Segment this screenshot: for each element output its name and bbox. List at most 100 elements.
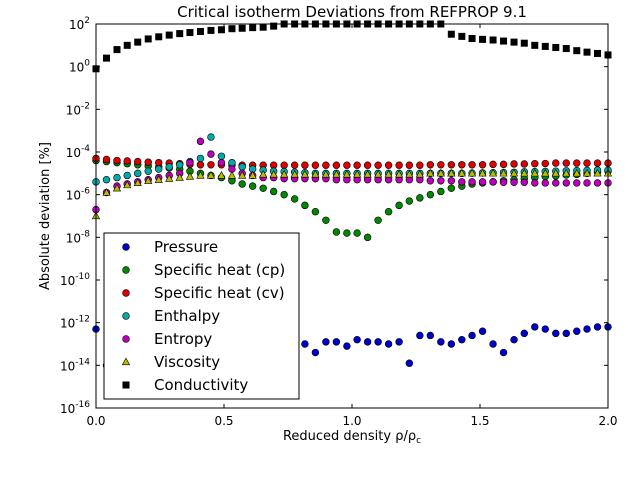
data-point-specific-heat-cv — [102, 155, 111, 164]
data-point-specific-heat-cv — [343, 161, 351, 169]
legend-marker — [121, 357, 131, 366]
x-axis-title-main: Reduced density ρ/ρ — [283, 429, 416, 444]
data-point-pressure — [311, 348, 320, 357]
legend-label: Entropy — [154, 330, 212, 348]
data-point-specific-heat-cp — [416, 194, 424, 202]
data-point-specific-heat-cv — [290, 161, 299, 169]
data-point-entropy — [552, 179, 560, 187]
data-point-specific-heat-cv — [395, 161, 403, 169]
data-point-viscosity — [259, 169, 268, 178]
y-tick-base: 10 — [66, 103, 81, 117]
x-tick-label: 2.0 — [598, 414, 617, 428]
data-point-pressure — [374, 338, 382, 346]
y-tick-exponent: 0 — [84, 59, 90, 69]
data-point-specific-heat-cp — [395, 201, 403, 210]
x-tick-label: 1.0 — [342, 414, 361, 428]
data-point-viscosity — [363, 169, 372, 178]
data-point-conductivity — [228, 25, 236, 33]
data-point-enthalpy — [123, 171, 131, 180]
data-point-specific-heat-cp — [363, 233, 372, 242]
data-point-specific-heat-cv — [311, 161, 320, 169]
y-tick-label: 100 — [69, 59, 90, 75]
data-point-pressure — [447, 340, 456, 348]
data-point-enthalpy — [134, 169, 142, 178]
data-point-conductivity — [238, 24, 246, 32]
data-point-pressure — [332, 338, 341, 346]
data-point-specific-heat-cv — [207, 161, 215, 169]
x-tick-label: 0.5 — [214, 414, 233, 428]
data-point-viscosity — [582, 168, 592, 177]
data-point-pressure — [322, 338, 330, 346]
data-point-specific-heat-cp — [447, 184, 456, 192]
data-point-entropy — [207, 150, 215, 158]
data-point-entropy — [583, 179, 591, 187]
y-tick-exponent: -6 — [81, 187, 90, 197]
data-point-entropy — [186, 158, 194, 167]
data-point-specific-heat-cv — [416, 161, 424, 169]
y-tick-base: 10 — [69, 61, 84, 75]
data-point-conductivity — [196, 27, 204, 35]
data-point-specific-heat-cv — [520, 160, 528, 168]
data-point-specific-heat-cv — [353, 161, 361, 169]
data-point-entropy — [520, 178, 528, 186]
legend-label: Specific heat (cv) — [154, 284, 285, 302]
y-tick-exponent: -12 — [75, 315, 90, 325]
data-point-specific-heat-cv — [384, 161, 393, 169]
data-point-entropy — [447, 177, 456, 185]
data-point-specific-heat-cv — [374, 161, 382, 169]
data-point-entropy — [531, 179, 539, 187]
y-axis-title: Absolute deviation [%] — [38, 142, 53, 290]
data-point-conductivity — [207, 26, 215, 34]
legend-label: Enthalpy — [154, 307, 220, 325]
data-point-conductivity — [562, 45, 570, 53]
data-point-conductivity — [468, 35, 476, 43]
data-point-specific-heat-cp — [301, 201, 309, 210]
data-point-enthalpy — [176, 161, 184, 169]
data-point-pressure — [562, 329, 570, 338]
data-point-entropy — [468, 178, 476, 186]
data-point-entropy — [562, 179, 570, 187]
data-point-pressure — [573, 327, 581, 335]
x-axis-title-subscript: c — [416, 436, 421, 446]
data-point-conductivity — [447, 30, 455, 38]
data-point-specific-heat-cv — [426, 161, 435, 169]
data-point-viscosity — [175, 173, 184, 181]
data-point-viscosity — [280, 169, 289, 178]
data-point-enthalpy — [228, 158, 236, 167]
data-point-viscosity — [530, 168, 539, 177]
y-tick-label: 10-10 — [60, 272, 90, 288]
data-point-entropy — [437, 177, 445, 185]
data-point-conductivity — [259, 23, 267, 31]
y-tick-exponent: 2 — [84, 16, 90, 26]
data-point-conductivity — [510, 38, 518, 46]
data-point-specific-heat-cv — [499, 160, 508, 169]
data-point-specific-heat-cv — [113, 156, 121, 165]
data-point-specific-heat-cv — [155, 158, 163, 167]
data-point-pressure — [489, 340, 497, 348]
data-point-conductivity — [541, 42, 549, 50]
data-point-specific-heat-cv — [447, 161, 456, 169]
y-tick-label: 10-2 — [66, 101, 90, 117]
data-point-pressure — [552, 329, 560, 338]
legend-label: Pressure — [154, 238, 218, 256]
data-point-viscosity — [332, 169, 341, 178]
data-point-specific-heat-cv — [593, 159, 602, 167]
data-point-viscosity — [374, 169, 383, 178]
y-tick-exponent: -14 — [75, 357, 90, 367]
data-point-viscosity — [353, 169, 362, 178]
data-point-specific-heat-cv — [583, 159, 591, 167]
data-point-viscosity — [321, 169, 330, 178]
data-point-entropy — [458, 178, 466, 186]
data-point-viscosity — [520, 168, 529, 177]
data-point-specific-heat-cp — [322, 216, 330, 224]
data-point-viscosity — [415, 169, 424, 178]
data-point-enthalpy — [102, 176, 111, 184]
y-tick-label: 10-4 — [66, 144, 91, 160]
data-point-specific-heat-cv — [562, 159, 570, 167]
data-point-viscosity — [300, 169, 310, 178]
data-point-viscosity — [509, 168, 519, 177]
data-point-viscosity — [478, 168, 487, 177]
data-point-specific-heat-cv — [552, 159, 560, 167]
data-point-pressure — [301, 340, 309, 348]
data-point-conductivity — [155, 33, 163, 41]
